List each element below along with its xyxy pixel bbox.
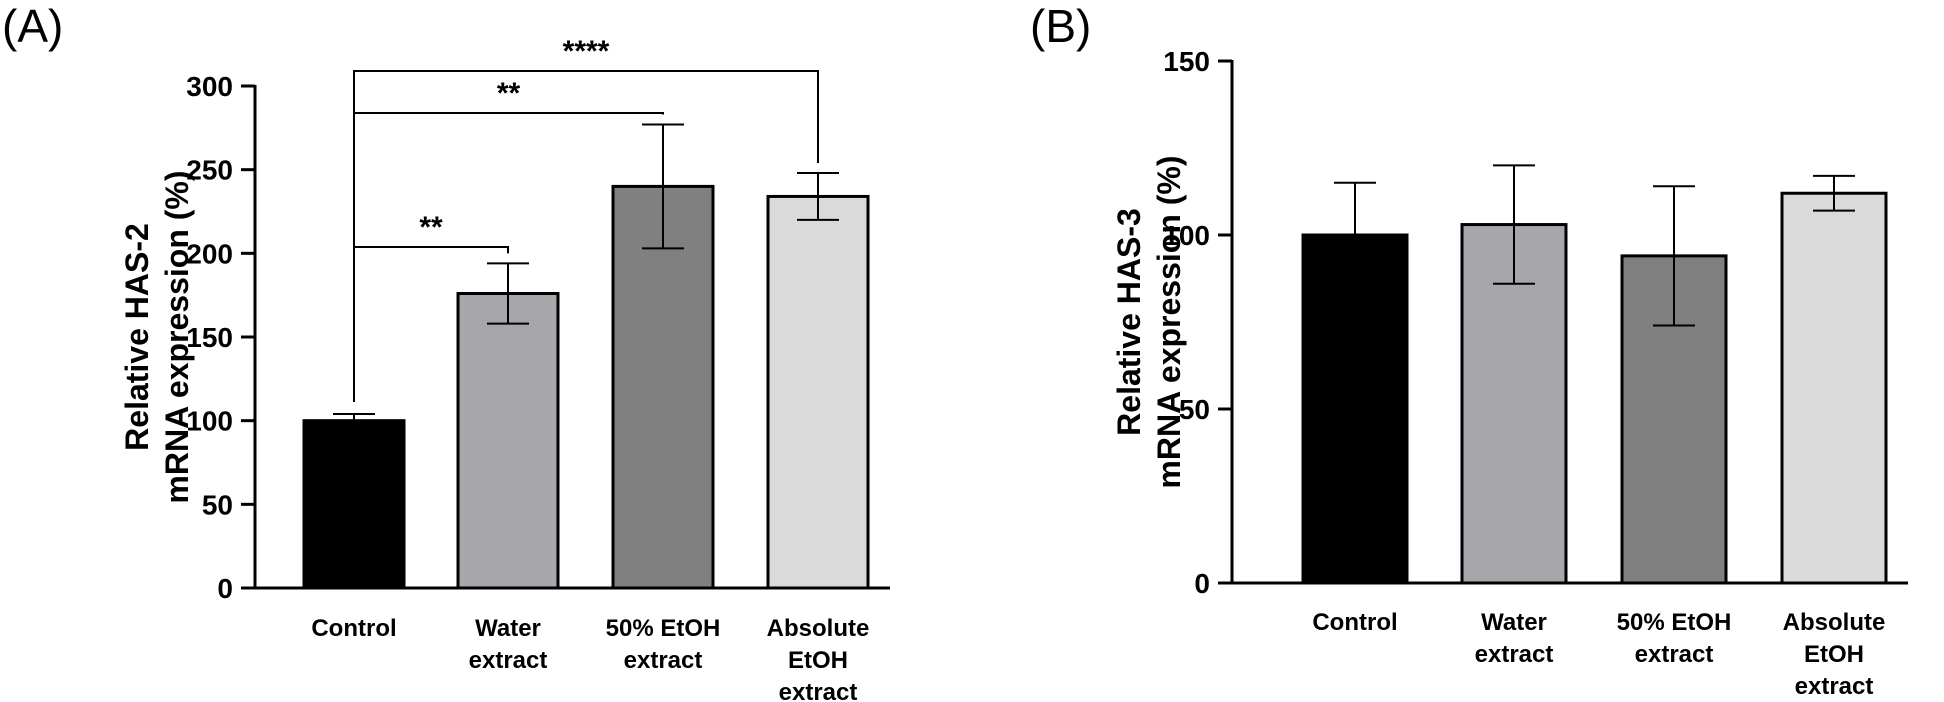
panelA-category-2-line-1: 50% EtOH bbox=[606, 615, 721, 642]
panelB-ylabel-line-1: Relative HAS-3 bbox=[1111, 208, 1147, 436]
panelB-category-0-line-1: Control bbox=[1312, 609, 1397, 636]
panelB-label: (B) bbox=[1030, 0, 1091, 52]
panelB-ytick-label-150: 150 bbox=[1163, 46, 1210, 77]
panelA-category-1-line-2: extract bbox=[469, 647, 548, 674]
panelA-sig-bracket-2 bbox=[353, 70, 819, 402]
panelA-ytick-label-0: 0 bbox=[217, 573, 233, 604]
panelA-sig-label-1: ** bbox=[497, 77, 521, 110]
panelA-category-3-line-1: Absolute bbox=[767, 615, 870, 642]
panelA-bar-0 bbox=[302, 419, 406, 590]
panelA-ylabel-line-1: Relative HAS-2 bbox=[119, 223, 155, 451]
panelB-category-2-line-2: extract bbox=[1635, 641, 1714, 668]
panelB-category-3-line-1: Absolute bbox=[1783, 609, 1886, 636]
panelB-ylabel-line-2: mRNA expression (%) bbox=[1151, 155, 1187, 488]
panelA-category-3-line-2: EtOH bbox=[788, 647, 848, 674]
panelB-category-1-line-1: Water bbox=[1481, 609, 1547, 636]
panelB-ytick-label-50: 50 bbox=[1179, 394, 1210, 425]
panelA-category-2-line-2: extract bbox=[624, 647, 703, 674]
panelA-bar-1 bbox=[456, 291, 560, 590]
panelA-ytick-label-50: 50 bbox=[202, 489, 233, 520]
panelA-sig-label-2: **** bbox=[563, 35, 610, 68]
panelB-category-3-line-3: extract bbox=[1795, 673, 1874, 700]
panelB-category-2-line-1: 50% EtOH bbox=[1617, 609, 1732, 636]
panelA-bar-2 bbox=[611, 184, 715, 590]
panelA-category-0-line-1: Control bbox=[311, 615, 396, 642]
panelB-ytick-label-100: 100 bbox=[1163, 220, 1210, 251]
panelA-category-3-line-3: extract bbox=[779, 679, 858, 702]
panelA-bar-3 bbox=[766, 194, 870, 590]
panelB-bar-3 bbox=[1780, 191, 1888, 585]
panelB-category-3-line-2: EtOH bbox=[1804, 641, 1864, 668]
panelA-ytick-label-300: 300 bbox=[186, 71, 233, 102]
panelB-ytick-label-0: 0 bbox=[1194, 568, 1210, 599]
panelA-category-1-line-1: Water bbox=[475, 615, 541, 642]
panelA-label: (A) bbox=[2, 0, 63, 52]
panelA-ytick-label-250: 250 bbox=[186, 155, 233, 186]
panelA-ylabel-line-2: mRNA expression (%) bbox=[159, 170, 195, 503]
panelA-ytick-label-100: 100 bbox=[186, 406, 233, 437]
panelA-ytick-label-200: 200 bbox=[186, 238, 233, 269]
panelB-category-1-line-2: extract bbox=[1475, 641, 1554, 668]
panelA-ytick-label-150: 150 bbox=[186, 322, 233, 353]
panelA-sig-label-0: ** bbox=[419, 211, 443, 244]
